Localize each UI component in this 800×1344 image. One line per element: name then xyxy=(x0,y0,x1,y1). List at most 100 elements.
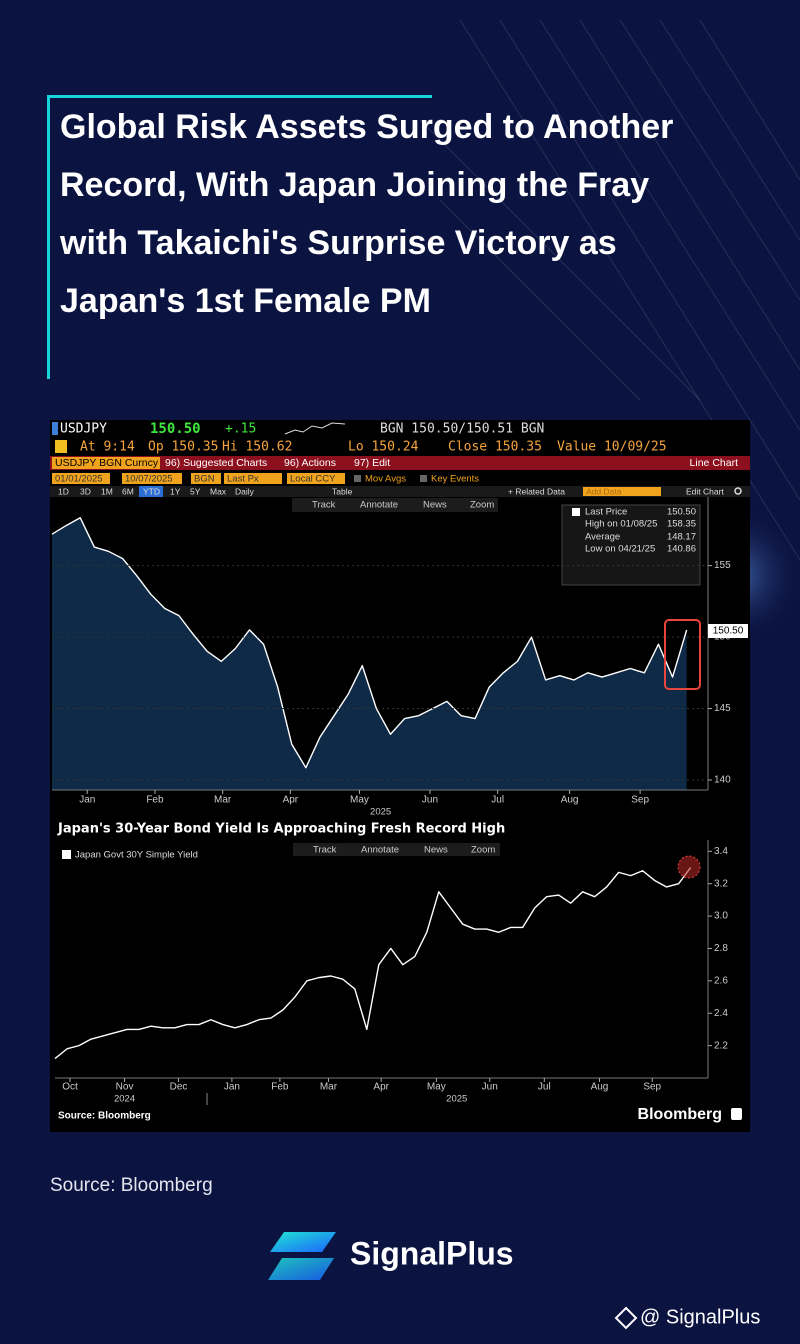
quote: BGN 150.50/150.51 BGN xyxy=(380,422,544,437)
setting[interactable]: Last Px xyxy=(227,474,259,485)
price-tag-bg xyxy=(708,624,748,638)
tool[interactable]: News xyxy=(423,500,447,511)
setting[interactable]: BGN xyxy=(194,474,215,485)
menu-item[interactable]: 96) Suggested Charts xyxy=(165,457,267,469)
menu-item[interactable]: 96) Actions xyxy=(284,457,336,469)
setting[interactable]: 01/01/2025 xyxy=(55,474,103,485)
source: Source: Bloomberg xyxy=(50,1175,213,1196)
x-tick-label: May xyxy=(350,795,369,806)
y-tick-label: 2.2 xyxy=(714,1040,728,1051)
field xyxy=(224,473,282,484)
tool[interactable]: + Related Data xyxy=(508,486,565,496)
field xyxy=(122,473,182,484)
tool[interactable]: News xyxy=(424,845,448,856)
highlight-circle xyxy=(677,855,701,879)
legend-swatch xyxy=(572,508,580,516)
year-label: 2024 xyxy=(114,1094,135,1105)
x-tick-label: Aug xyxy=(591,1082,609,1093)
year-label: 2025 xyxy=(370,807,391,818)
period[interactable]: 1Y xyxy=(170,486,181,496)
headline: Global Risk Assets Surged to Another Rec… xyxy=(60,108,674,320)
tool[interactable]: Track xyxy=(313,845,337,856)
x-tick-label: Apr xyxy=(373,1082,389,1093)
y-tick-label: 2.4 xyxy=(714,1008,728,1019)
chart-tools: Track Annotate News Zoom xyxy=(312,500,494,511)
handle: @ SignalPlus xyxy=(640,1306,760,1328)
legend-value: 158.35 xyxy=(667,519,696,530)
chart-tools: Track Annotate News Zoom xyxy=(313,845,495,856)
tool[interactable]: Edit Chart xyxy=(686,486,724,496)
period-active xyxy=(139,486,163,497)
legend-box xyxy=(561,504,701,586)
setting[interactable]: Local CCY xyxy=(290,474,336,485)
change: +.15 xyxy=(225,422,256,437)
x-tick-label: Jan xyxy=(79,795,95,806)
stat: Lo 150.24 xyxy=(348,440,419,455)
stat: Op 150.35 xyxy=(148,440,218,455)
gear[interactable] xyxy=(734,487,742,495)
marker xyxy=(52,422,58,435)
menu-bar xyxy=(50,456,750,470)
x-tick-label: Sep xyxy=(631,795,649,806)
handle-icon xyxy=(614,1306,638,1330)
x-tick-label: Feb xyxy=(271,1082,289,1093)
price-tag: 150.50 xyxy=(713,626,744,637)
legend-swatch xyxy=(62,850,71,859)
checkbox xyxy=(420,475,427,482)
x-tick-label: Mar xyxy=(214,795,232,806)
menu-item[interactable]: 97) Edit xyxy=(354,457,390,469)
x-tick-label: Jul xyxy=(538,1082,551,1093)
area xyxy=(52,517,687,790)
x-tick-label: Dec xyxy=(170,1082,188,1093)
setting[interactable]: Mov Avgs xyxy=(365,474,406,485)
tool[interactable]: Add Data xyxy=(586,486,622,496)
x-tick-label: Sep xyxy=(643,1082,661,1093)
period[interactable]: 5Y xyxy=(190,486,201,496)
setting[interactable]: Key Events xyxy=(431,474,479,485)
period[interactable]: YTD xyxy=(143,486,160,496)
tool[interactable]: Annotate xyxy=(361,845,399,856)
field xyxy=(52,473,110,484)
decor-lines xyxy=(419,19,800,561)
legend-label: Japan Govt 30Y Simple Yield xyxy=(75,850,198,861)
x-tick-label: Oct xyxy=(62,1082,78,1093)
period[interactable]: 6M xyxy=(122,486,134,496)
last-price: 150.50 xyxy=(150,421,201,437)
chart-title: Japan's 30-Year Bond Yield Is Approachin… xyxy=(57,822,505,837)
period[interactable]: 1D xyxy=(58,486,69,496)
setting[interactable]: 10/07/2025 xyxy=(125,474,173,485)
menu-item[interactable]: USDJPY BGN Curncy xyxy=(55,457,159,469)
y-tick-label: 3.0 xyxy=(714,911,728,922)
x-tick-label: May xyxy=(427,1082,446,1093)
field xyxy=(287,473,345,484)
icon xyxy=(55,440,67,453)
tool[interactable]: Zoom xyxy=(471,845,495,856)
settings: 01/01/2025 10/07/2025 BGN Last Px Local … xyxy=(52,473,479,485)
period-bar xyxy=(50,486,750,497)
y-tick-label: 3.4 xyxy=(714,846,728,857)
stat: Close 150.35 xyxy=(448,440,542,455)
stat: Hi 150.62 xyxy=(222,440,292,455)
period[interactable]: 1M xyxy=(101,486,113,496)
accent-line xyxy=(47,95,432,98)
x-tick-label: Mar xyxy=(320,1082,338,1093)
x-tick-label: Apr xyxy=(283,795,299,806)
period[interactable]: Max xyxy=(210,486,227,496)
tool[interactable]: Zoom xyxy=(470,500,494,511)
y-tick-label: 3.2 xyxy=(714,878,728,889)
x-tick-label: Jul xyxy=(491,795,504,806)
tool[interactable]: Annotate xyxy=(360,500,398,511)
year-label: 2025 xyxy=(446,1094,467,1105)
terminal-source: Source: Bloomberg xyxy=(58,1111,151,1122)
period[interactable]: Daily xyxy=(235,486,255,496)
highlight-box xyxy=(664,619,701,690)
period[interactable]: 3D xyxy=(80,486,91,496)
logo xyxy=(268,1258,334,1280)
chart-toolbar xyxy=(292,498,498,512)
terminal-brand: Bloomberg xyxy=(638,1106,722,1123)
period[interactable]: Table xyxy=(332,486,353,496)
legend-label: Low on 04/21/25 xyxy=(585,544,655,555)
legend-value: 140.86 xyxy=(667,544,696,555)
menu-box xyxy=(52,457,160,469)
tool[interactable]: Track xyxy=(312,500,336,511)
